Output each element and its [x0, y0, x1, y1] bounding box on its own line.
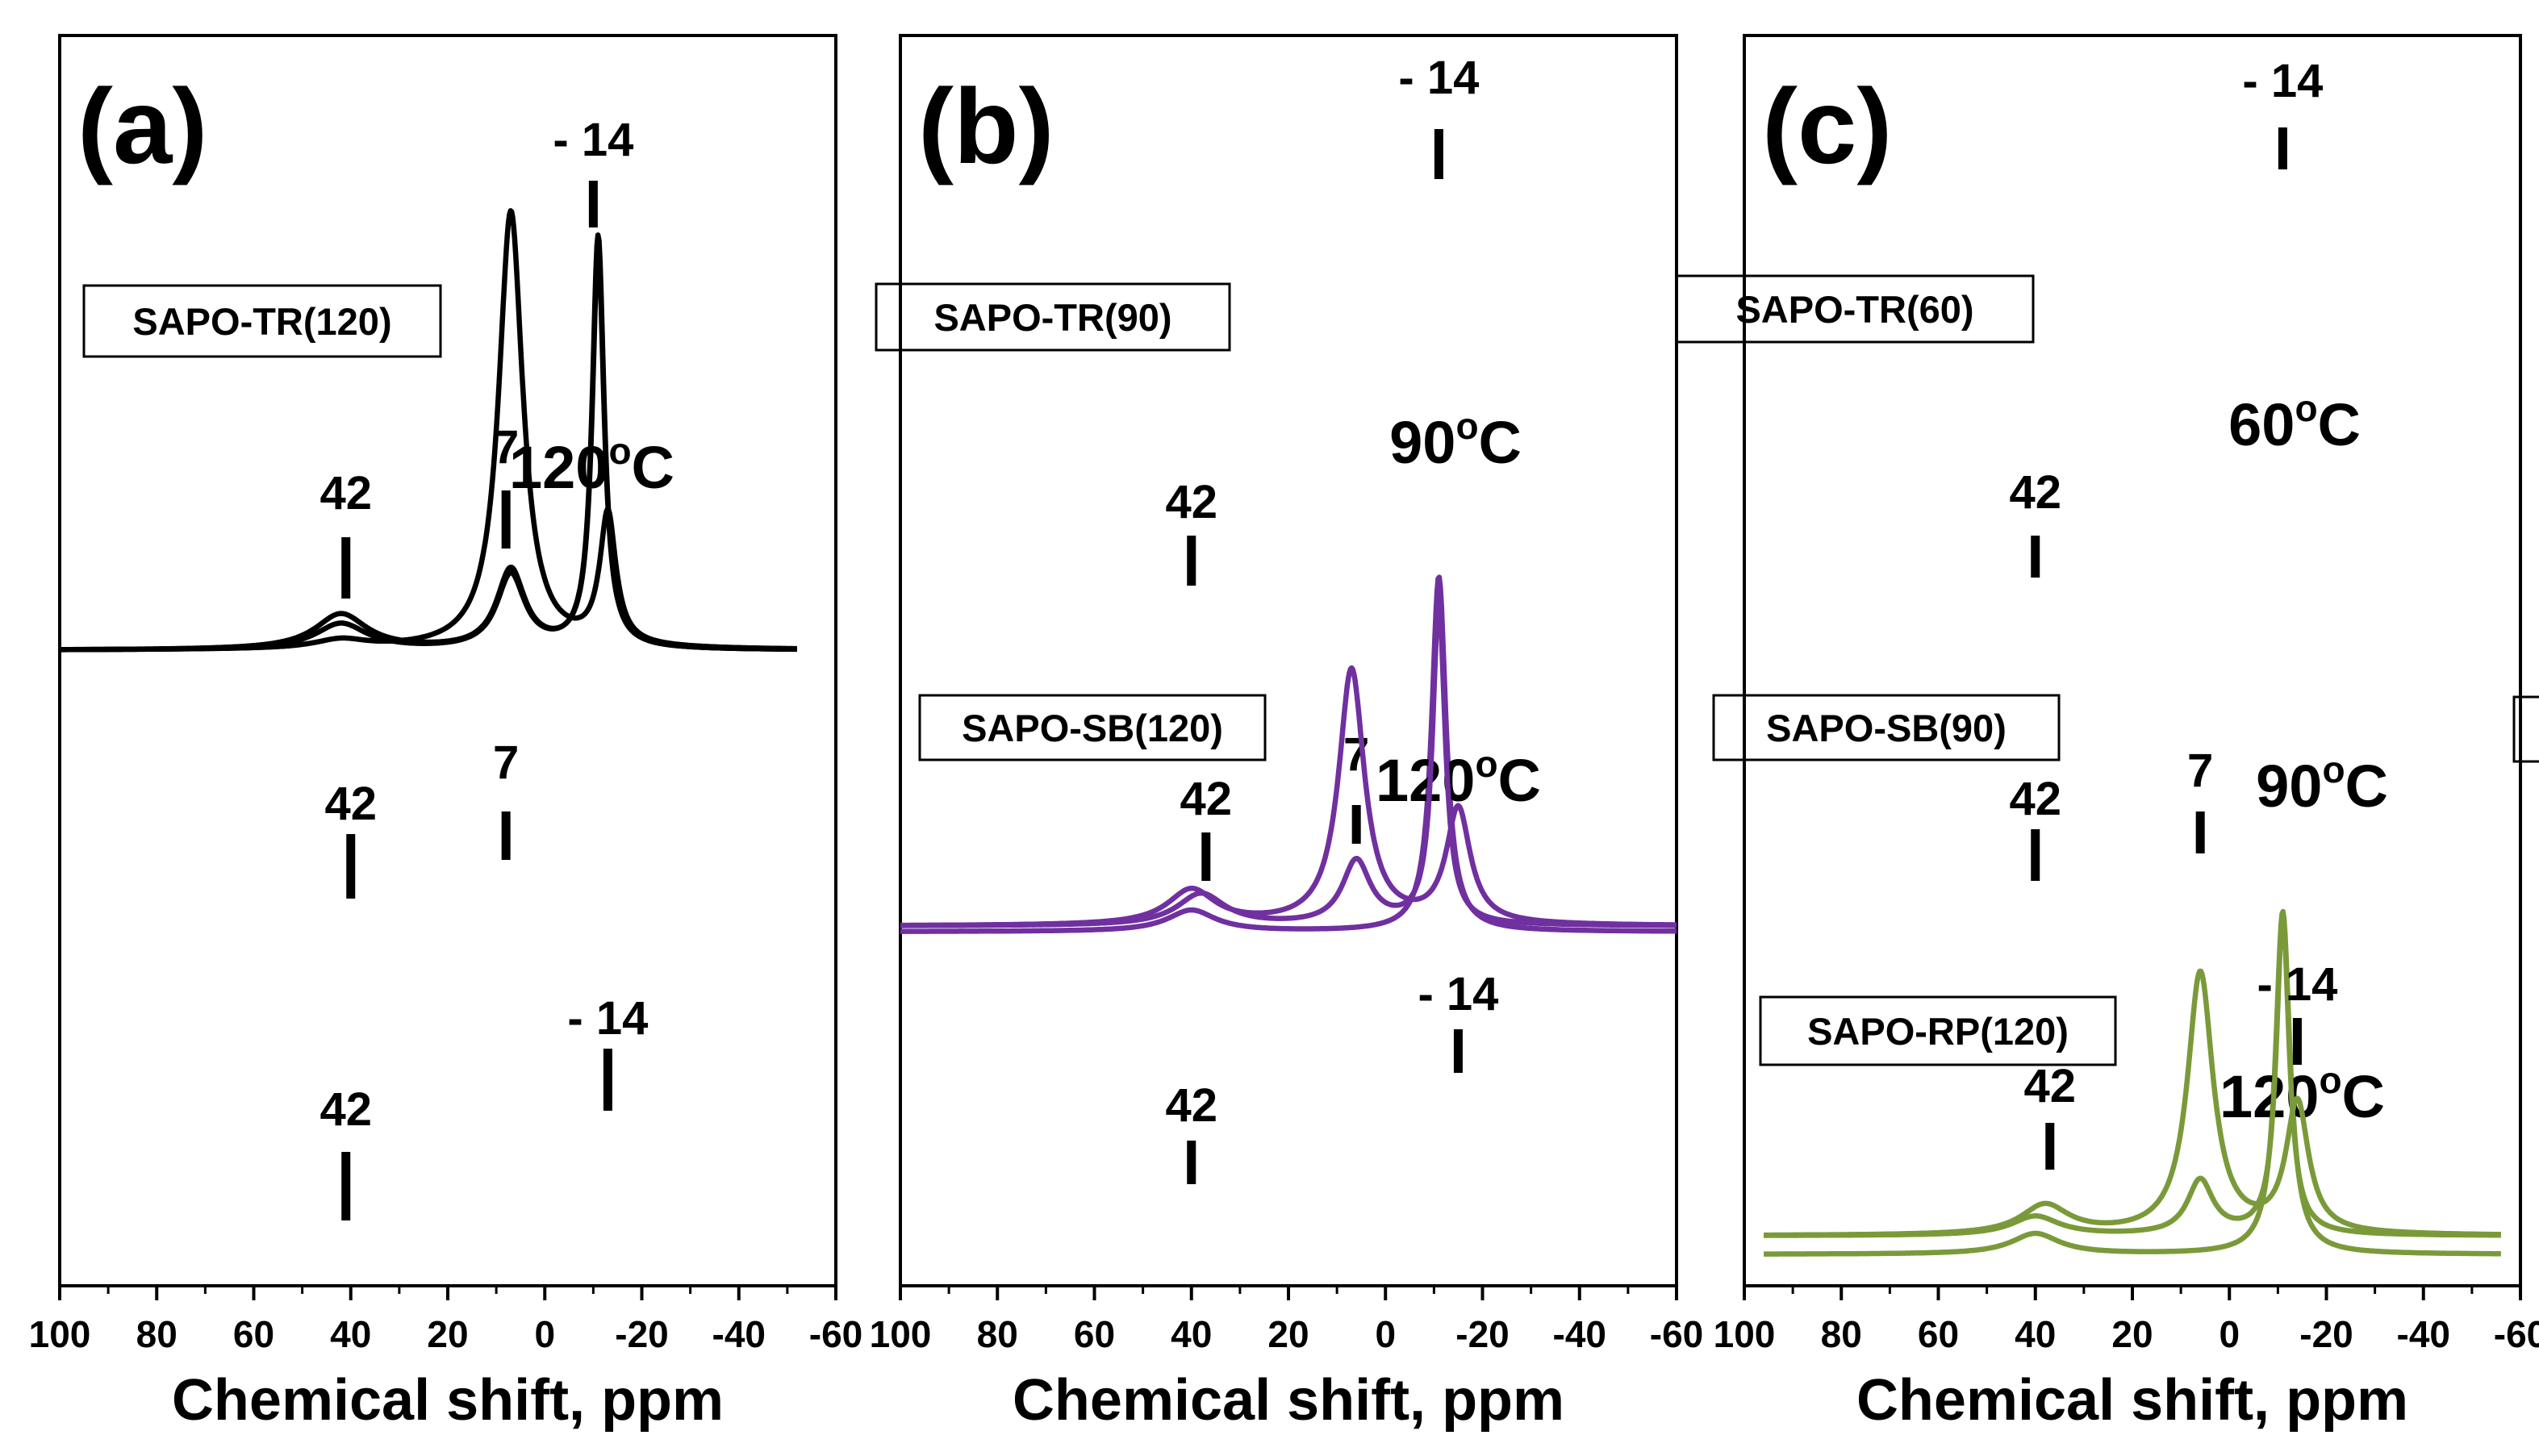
- temperature-label: 120oC: [1376, 743, 1541, 814]
- sample-label: SAPO-TR(90): [933, 296, 1171, 339]
- sample-label-box: [2512, 695, 2539, 763]
- temperature-label: 120oC: [2220, 1059, 2385, 1130]
- x-tick-label: -40: [712, 1313, 766, 1355]
- x-tick-label: 40: [330, 1313, 371, 1355]
- x-tick-label: 20: [1267, 1313, 1309, 1355]
- spectrum-line: [1762, 968, 2503, 1238]
- sample-label: SAPO-SB(90): [1766, 707, 2007, 749]
- panel-label: (a): [77, 67, 207, 186]
- peak-label: 42: [2009, 773, 2061, 825]
- peak-label: - 14: [2257, 958, 2337, 1011]
- peak-label: 42: [324, 778, 377, 830]
- temperature-label: 90oC: [1389, 405, 1522, 476]
- peak-label: 42: [2009, 466, 2061, 519]
- x-tick-label: 0: [2219, 1313, 2240, 1355]
- x-axis-title: Chemical shift, ppm: [172, 1368, 724, 1433]
- x-tick-label: 0: [1375, 1313, 1396, 1355]
- x-axis-title: Chemical shift, ppm: [1013, 1368, 1564, 1433]
- peak-label: 7: [493, 736, 519, 789]
- x-tick-label: 0: [534, 1313, 555, 1355]
- sample-label-box: [1675, 274, 2035, 344]
- peak-label: - 14: [1418, 968, 1498, 1020]
- peak-label: 42: [319, 1083, 372, 1136]
- x-tick-label: -60: [1650, 1313, 1703, 1355]
- spectrum-line: [899, 665, 1678, 928]
- peak-label: - 14: [1398, 52, 1479, 104]
- spectrum-line: [58, 208, 799, 653]
- spectrum-line: [1762, 912, 2503, 1238]
- x-tick-label: 20: [427, 1313, 468, 1355]
- spectrum-line: [899, 603, 1678, 928]
- sample-label-box: [918, 694, 1267, 761]
- x-tick-label: -40: [2397, 1313, 2450, 1355]
- sample-label: SAPO-RP(120): [1807, 1010, 2069, 1053]
- peak-label: 42: [2024, 1060, 2077, 1112]
- panel-label: (c): [1762, 67, 1892, 186]
- sample-label-box: [1712, 694, 2061, 761]
- x-tick-label: 60: [233, 1313, 274, 1355]
- temperature-label: 60oC: [2228, 387, 2361, 458]
- x-tick-label: -20: [2299, 1313, 2353, 1355]
- panel-frame: [58, 34, 837, 1287]
- sample-label: SAPO-TR(60): [1735, 288, 1973, 331]
- peak-label: 42: [1165, 1079, 1217, 1132]
- x-axis-title: Chemical shift, ppm: [1856, 1368, 2408, 1433]
- x-tick-label: -60: [2494, 1313, 2539, 1355]
- x-tick-label: 100: [1714, 1313, 1776, 1355]
- x-tick-label: 80: [977, 1313, 1018, 1355]
- x-tick-label: 60: [1074, 1313, 1115, 1355]
- x-tick-label: -40: [1553, 1313, 1606, 1355]
- peak-label: 42: [1165, 476, 1217, 528]
- peak-label: 42: [319, 467, 372, 519]
- sample-label-box: [82, 284, 442, 358]
- panel-frame: [899, 34, 1678, 1287]
- spectrum-line: [1762, 908, 2503, 1257]
- peak-label: 42: [1180, 773, 1233, 825]
- sample-label-box: [875, 282, 1231, 352]
- peak-label: - 14: [567, 992, 648, 1045]
- sample-label-box: [1759, 995, 2117, 1066]
- x-tick-label: 100: [870, 1313, 932, 1355]
- x-tick-label: 80: [1821, 1313, 1862, 1355]
- x-tick-label: 20: [2111, 1313, 2153, 1355]
- x-tick-label: 80: [136, 1313, 177, 1355]
- peak-label: - 14: [2242, 55, 2323, 107]
- peak-label: 7: [2187, 745, 2213, 797]
- x-tick-label: 40: [1171, 1313, 1212, 1355]
- panel-label: (b): [918, 67, 1054, 186]
- x-tick-label: -20: [615, 1313, 668, 1355]
- x-tick-label: -20: [1455, 1313, 1509, 1355]
- sample-label: SAPO-SB(120): [962, 707, 1223, 749]
- spectrum-line: [899, 574, 1678, 934]
- sample-label: SAPO-TR(120): [132, 300, 391, 343]
- panel-frame: [1743, 34, 2522, 1287]
- x-tick-label: 60: [1918, 1313, 1959, 1355]
- x-tick-label: 40: [2015, 1313, 2056, 1355]
- x-tick-label: -60: [809, 1313, 862, 1355]
- temperature-label: 90oC: [2256, 749, 2388, 820]
- x-tick-label: 100: [29, 1313, 91, 1355]
- peak-label: - 14: [553, 114, 633, 166]
